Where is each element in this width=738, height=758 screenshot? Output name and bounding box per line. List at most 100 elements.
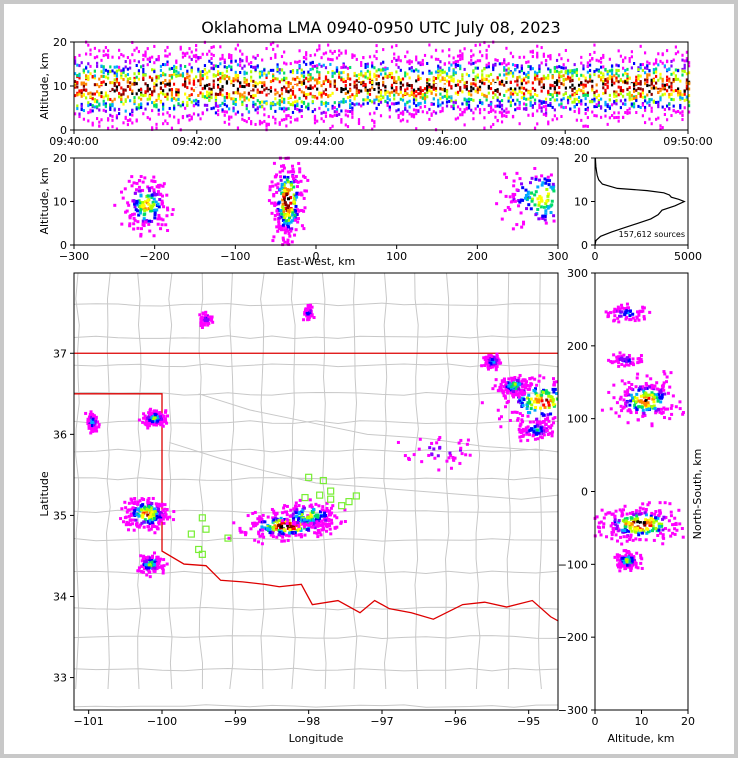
source-mark xyxy=(595,114,598,118)
source-mark xyxy=(147,186,151,190)
source-mark xyxy=(269,68,273,72)
source-mark xyxy=(195,44,198,48)
source-mark xyxy=(613,99,616,103)
source-mark xyxy=(327,87,330,91)
source-mark xyxy=(459,64,462,68)
source-mark xyxy=(507,110,510,114)
source-mark xyxy=(115,88,119,92)
source-mark xyxy=(621,66,625,70)
source-mark xyxy=(562,83,565,87)
source-mark xyxy=(320,95,323,99)
source-mark xyxy=(506,399,510,403)
source-mark xyxy=(153,89,156,93)
source-mark xyxy=(274,88,277,92)
source-mark xyxy=(390,102,394,106)
source-mark xyxy=(310,505,314,509)
source-mark xyxy=(685,59,688,63)
source-mark xyxy=(688,100,691,104)
source-mark xyxy=(153,560,157,564)
source-mark xyxy=(157,95,160,99)
source-mark xyxy=(532,427,536,431)
source-mark xyxy=(371,86,374,90)
source-mark xyxy=(580,118,583,122)
source-mark xyxy=(580,102,583,106)
source-mark xyxy=(637,91,640,95)
source-mark xyxy=(317,528,321,532)
source-mark xyxy=(165,562,169,566)
source-mark xyxy=(80,94,83,98)
source-mark xyxy=(299,518,303,522)
source-mark xyxy=(258,72,262,76)
source-mark xyxy=(165,193,169,197)
source-mark xyxy=(190,93,193,97)
source-mark xyxy=(635,78,638,82)
source-mark xyxy=(599,65,603,69)
source-mark xyxy=(368,77,372,81)
y-tick-label: 10 xyxy=(574,196,588,209)
source-mark xyxy=(152,203,156,207)
source-mark xyxy=(287,522,291,526)
source-mark xyxy=(646,84,649,88)
source-mark xyxy=(626,92,629,96)
source-mark xyxy=(98,85,101,89)
source-mark xyxy=(192,104,196,108)
source-mark xyxy=(295,179,299,183)
source-mark xyxy=(406,109,409,113)
source-mark xyxy=(238,526,242,530)
source-mark xyxy=(251,511,255,515)
source-mark xyxy=(412,101,416,105)
source-mark xyxy=(148,570,152,574)
source-mark xyxy=(511,55,515,59)
source-mark xyxy=(296,69,299,73)
source-mark xyxy=(573,68,576,72)
source-mark xyxy=(544,59,548,63)
source-mark xyxy=(120,76,123,80)
source-mark xyxy=(529,103,532,107)
source-mark xyxy=(478,79,482,83)
source-mark xyxy=(454,99,457,103)
source-mark xyxy=(494,63,497,67)
source-mark xyxy=(550,434,554,438)
source-mark xyxy=(448,80,451,84)
source-mark xyxy=(160,504,164,508)
source-mark xyxy=(210,52,213,56)
source-mark xyxy=(539,428,543,432)
source-mark xyxy=(140,570,144,574)
source-mark xyxy=(158,557,162,561)
source-mark xyxy=(281,530,285,534)
source-mark xyxy=(562,77,565,81)
source-mark xyxy=(494,83,497,87)
source-mark xyxy=(522,220,526,224)
source-mark xyxy=(144,416,148,420)
source-mark xyxy=(509,100,512,104)
source-mark xyxy=(588,69,592,73)
source-mark xyxy=(127,179,131,183)
source-mark xyxy=(388,75,391,79)
source-mark xyxy=(470,82,473,86)
source-mark xyxy=(430,102,433,106)
source-mark xyxy=(648,98,651,102)
source-mark xyxy=(635,81,638,85)
source-mark xyxy=(450,105,453,109)
source-mark xyxy=(298,170,302,174)
source-mark xyxy=(294,504,298,508)
source-mark xyxy=(474,66,477,70)
source-mark xyxy=(197,103,200,107)
source-mark xyxy=(160,202,164,206)
source-mark xyxy=(362,86,365,90)
source-mark xyxy=(243,85,246,89)
source-mark xyxy=(145,507,149,511)
source-mark xyxy=(399,81,402,85)
source-mark xyxy=(513,410,517,414)
source-mark xyxy=(74,85,77,89)
source-mark xyxy=(517,383,521,387)
source-mark xyxy=(214,101,218,105)
source-mark xyxy=(241,103,244,107)
source-mark xyxy=(375,74,378,78)
source-mark xyxy=(87,62,90,66)
source-mark xyxy=(498,80,501,84)
source-mark xyxy=(327,95,330,99)
source-mark xyxy=(275,225,279,229)
source-mark xyxy=(676,77,680,81)
source-mark xyxy=(518,430,522,434)
